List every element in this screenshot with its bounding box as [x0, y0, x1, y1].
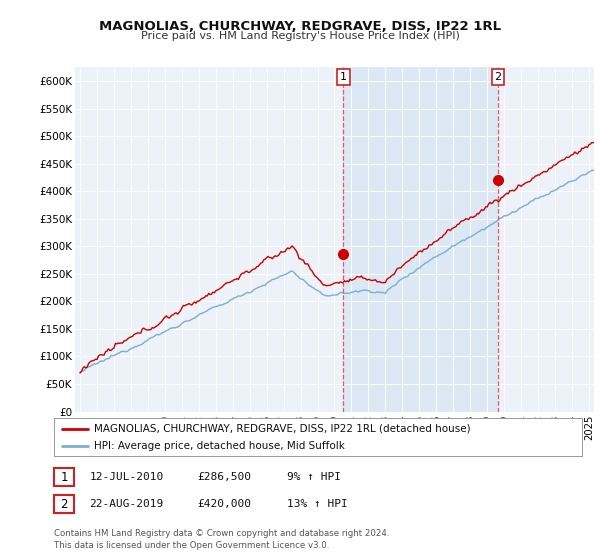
Text: 2: 2 — [494, 72, 502, 82]
Text: 1: 1 — [340, 72, 347, 82]
Text: 12-JUL-2010: 12-JUL-2010 — [89, 472, 164, 482]
Text: 1: 1 — [61, 470, 68, 484]
Text: 22-AUG-2019: 22-AUG-2019 — [89, 499, 164, 509]
Text: 9% ↑ HPI: 9% ↑ HPI — [287, 472, 341, 482]
Text: MAGNOLIAS, CHURCHWAY, REDGRAVE, DISS, IP22 1RL (detached house): MAGNOLIAS, CHURCHWAY, REDGRAVE, DISS, IP… — [94, 423, 470, 433]
Bar — [343, 67, 498, 412]
Text: HPI: Average price, detached house, Mid Suffolk: HPI: Average price, detached house, Mid … — [94, 441, 344, 451]
Text: Price paid vs. HM Land Registry's House Price Index (HPI): Price paid vs. HM Land Registry's House … — [140, 31, 460, 41]
Text: £420,000: £420,000 — [197, 499, 251, 509]
Text: 13% ↑ HPI: 13% ↑ HPI — [287, 499, 348, 509]
Text: Contains HM Land Registry data © Crown copyright and database right 2024.
This d: Contains HM Land Registry data © Crown c… — [54, 529, 389, 550]
Text: 2: 2 — [61, 497, 68, 511]
Text: MAGNOLIAS, CHURCHWAY, REDGRAVE, DISS, IP22 1RL: MAGNOLIAS, CHURCHWAY, REDGRAVE, DISS, IP… — [99, 20, 501, 32]
Text: £286,500: £286,500 — [197, 472, 251, 482]
